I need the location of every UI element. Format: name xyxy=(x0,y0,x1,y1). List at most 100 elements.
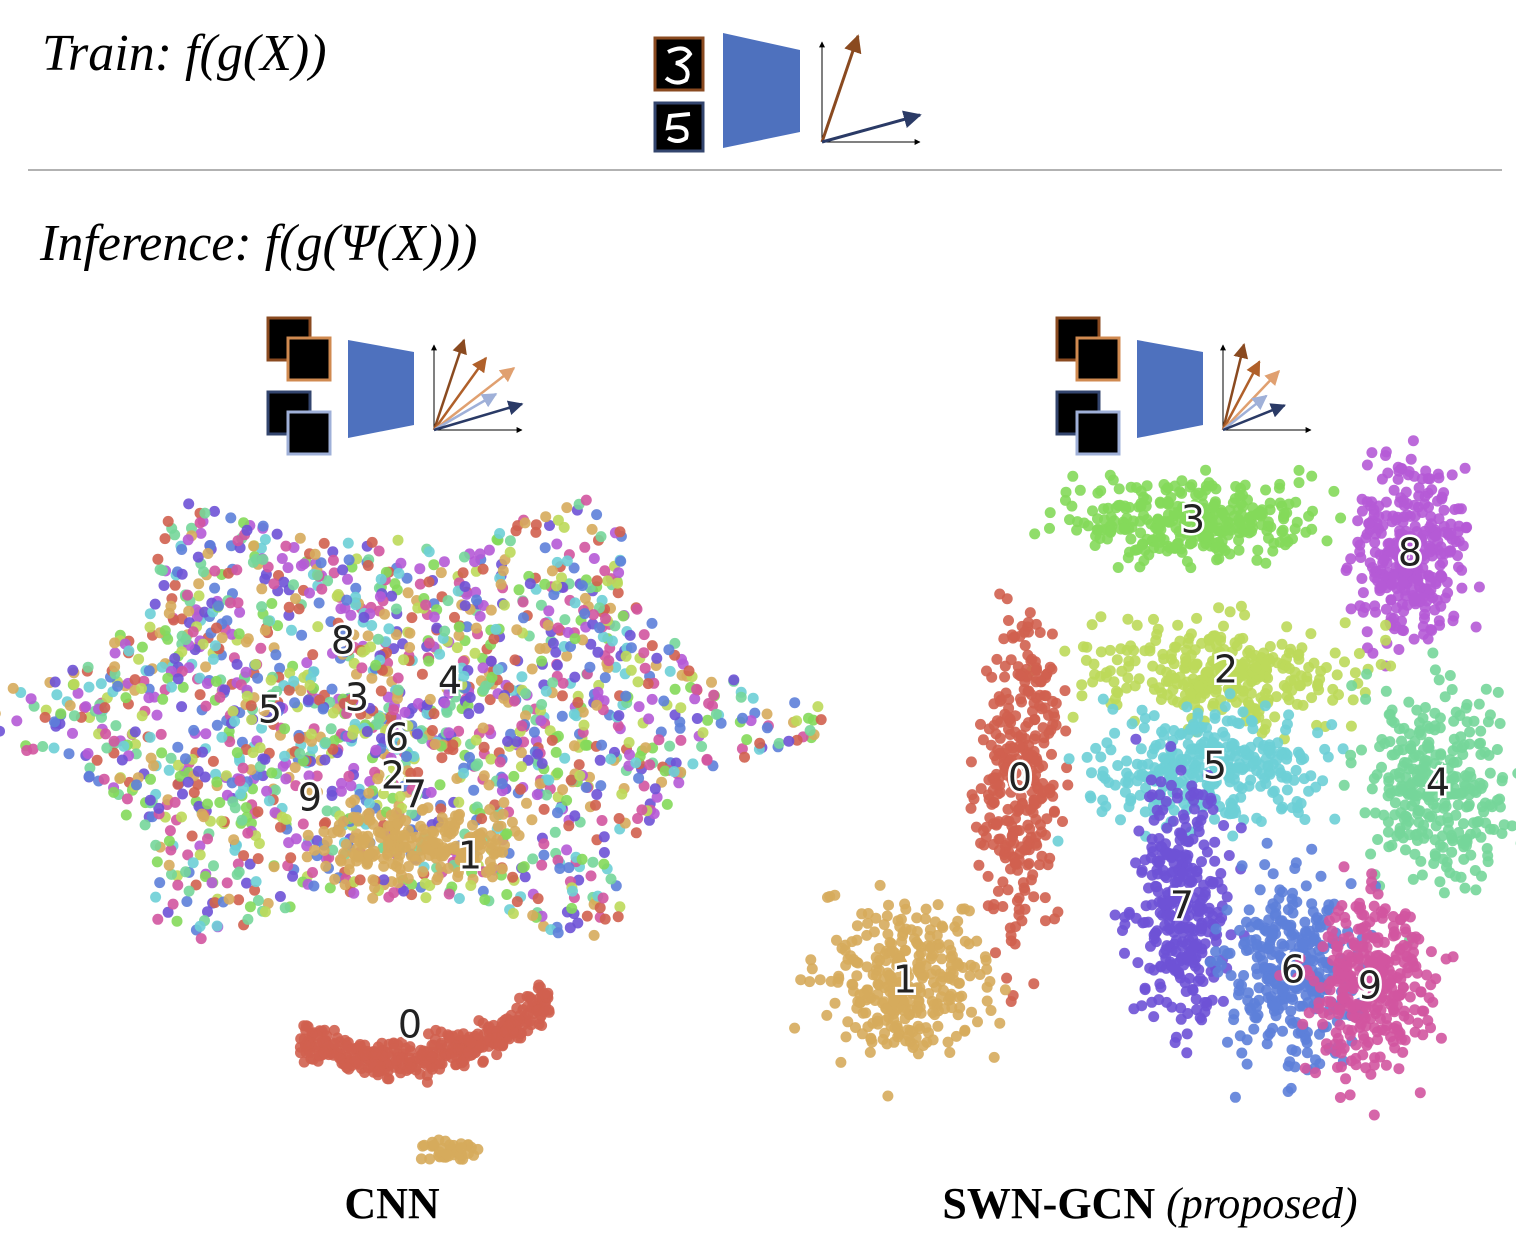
point xyxy=(398,841,410,853)
point xyxy=(498,797,510,808)
point xyxy=(245,700,257,712)
point xyxy=(411,728,423,740)
point xyxy=(1269,711,1281,723)
point xyxy=(1476,870,1487,882)
point xyxy=(531,789,543,801)
point xyxy=(1321,535,1333,547)
point xyxy=(428,708,440,720)
point xyxy=(1150,740,1162,751)
point xyxy=(370,1048,382,1060)
point xyxy=(1197,809,1209,821)
point xyxy=(761,708,773,720)
point xyxy=(1444,546,1456,558)
point xyxy=(154,877,166,889)
point xyxy=(311,569,323,581)
point xyxy=(550,646,562,658)
point xyxy=(1101,737,1113,749)
point xyxy=(167,898,179,910)
point xyxy=(610,661,622,673)
point xyxy=(1281,784,1293,796)
point xyxy=(133,653,145,665)
point xyxy=(1482,850,1494,862)
point xyxy=(1104,644,1116,656)
point xyxy=(1434,876,1446,888)
point xyxy=(1422,788,1434,800)
point xyxy=(883,899,894,911)
point xyxy=(615,555,627,567)
point xyxy=(471,594,482,606)
point xyxy=(1019,884,1031,896)
point xyxy=(472,1028,484,1040)
train-formula: Train: f(g(X)) xyxy=(42,25,327,82)
point xyxy=(1388,571,1400,583)
point xyxy=(200,661,212,673)
point xyxy=(1175,972,1186,984)
point xyxy=(1177,679,1189,691)
point xyxy=(157,565,168,576)
point xyxy=(1154,978,1166,990)
point xyxy=(1086,767,1097,779)
point xyxy=(426,1063,438,1075)
point xyxy=(1212,876,1224,888)
point xyxy=(535,715,547,727)
point xyxy=(1200,464,1212,476)
point xyxy=(1022,617,1034,628)
point xyxy=(599,672,611,684)
point xyxy=(1339,656,1350,668)
point xyxy=(266,767,278,779)
point xyxy=(228,834,240,846)
point xyxy=(937,922,949,933)
point xyxy=(624,629,636,641)
point xyxy=(1167,884,1179,896)
point xyxy=(492,820,504,832)
point xyxy=(153,802,165,814)
point xyxy=(285,852,297,864)
point xyxy=(1484,767,1496,779)
point xyxy=(274,891,286,902)
point xyxy=(1268,785,1280,797)
point xyxy=(606,635,618,647)
point xyxy=(580,739,591,751)
vector xyxy=(1222,403,1286,432)
point xyxy=(640,742,652,754)
point xyxy=(943,971,955,983)
point xyxy=(1369,537,1381,548)
point xyxy=(691,713,703,724)
point xyxy=(1059,645,1071,657)
point xyxy=(1386,516,1398,528)
point xyxy=(614,901,626,913)
point xyxy=(1196,947,1208,959)
point xyxy=(7,682,19,694)
point xyxy=(392,684,404,696)
point xyxy=(1356,744,1367,756)
point xyxy=(1349,667,1361,679)
point xyxy=(177,788,188,800)
point xyxy=(567,885,578,897)
point xyxy=(632,813,644,824)
point xyxy=(1389,797,1401,809)
point xyxy=(1061,762,1073,774)
point xyxy=(1020,721,1032,732)
point xyxy=(506,816,518,828)
point xyxy=(1366,447,1378,459)
point xyxy=(1203,902,1215,914)
point xyxy=(736,743,748,755)
point xyxy=(552,854,564,866)
point xyxy=(1356,573,1368,584)
point xyxy=(304,679,316,691)
point xyxy=(649,783,661,795)
point xyxy=(1306,692,1318,704)
point xyxy=(155,728,167,740)
point xyxy=(1215,760,1227,772)
point xyxy=(956,990,968,1002)
point xyxy=(1151,855,1163,867)
point xyxy=(223,893,235,905)
point xyxy=(638,780,650,792)
point xyxy=(390,603,402,615)
point xyxy=(177,681,189,693)
point xyxy=(1003,702,1015,714)
point xyxy=(1383,775,1395,787)
point xyxy=(590,799,601,811)
point xyxy=(162,906,174,918)
point xyxy=(120,692,132,704)
